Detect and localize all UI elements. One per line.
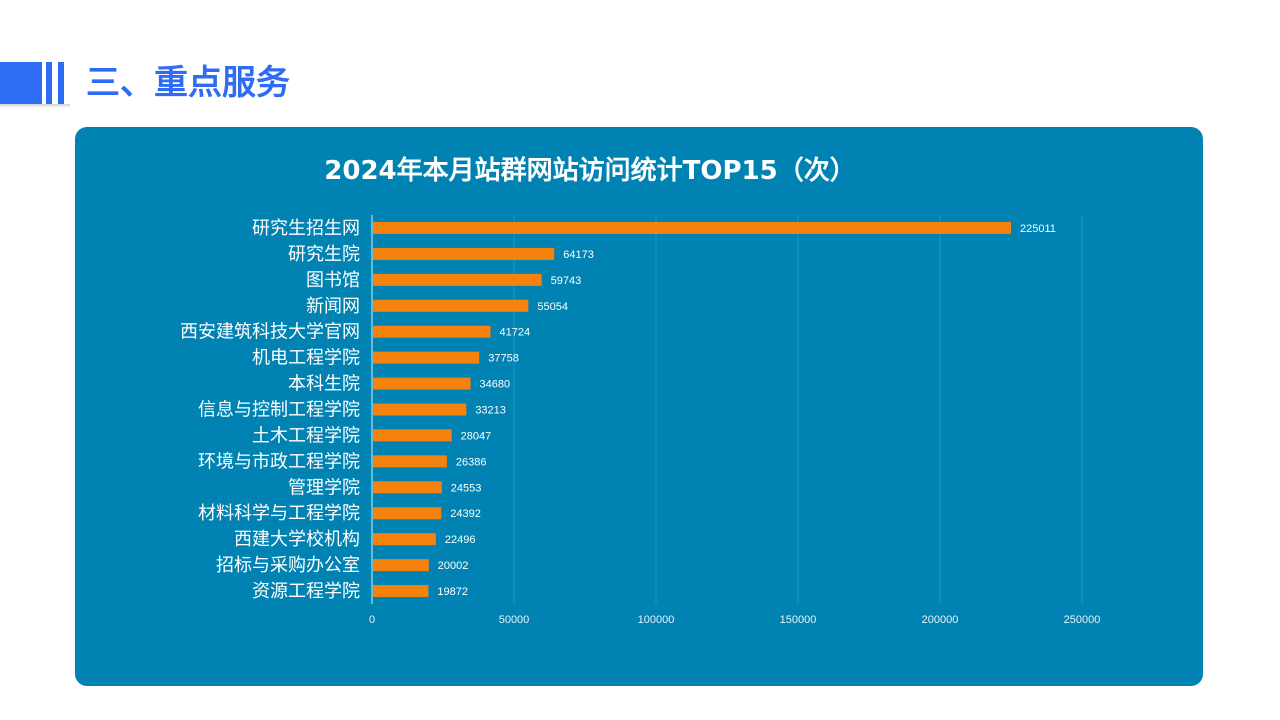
data-label: 20002 xyxy=(438,560,469,572)
chart-title: 2024年本月站群网站访问统计TOP15（次） xyxy=(324,156,856,186)
category-label: 环境与市政工程学院 xyxy=(198,451,360,472)
data-label: 19872 xyxy=(437,586,468,598)
x-tick-label: 50000 xyxy=(499,614,530,626)
category-label: 新闻网 xyxy=(306,296,360,317)
bar xyxy=(373,325,491,338)
bar xyxy=(373,351,480,364)
data-label: 64173 xyxy=(563,249,594,261)
data-label: 59743 xyxy=(551,275,582,287)
data-label: 225011 xyxy=(1020,223,1056,235)
data-label: 55054 xyxy=(537,301,568,313)
bar xyxy=(373,481,442,494)
data-label: 28047 xyxy=(461,430,492,442)
data-label: 37758 xyxy=(488,353,519,365)
category-label: 资源工程学院 xyxy=(252,581,360,602)
category-label: 图书馆 xyxy=(306,270,360,291)
x-tick-label: 0 xyxy=(369,614,375,626)
data-label: 24392 xyxy=(450,508,481,520)
bar xyxy=(373,455,447,468)
category-label: 管理学院 xyxy=(288,477,360,498)
bar xyxy=(373,585,429,598)
bar xyxy=(373,429,452,442)
bar xyxy=(373,559,429,572)
category-label: 西建大学校机构 xyxy=(234,529,360,550)
chart-panel xyxy=(75,127,1203,686)
category-label: 信息与控制工程学院 xyxy=(198,400,360,421)
x-tick-label: 200000 xyxy=(922,614,959,626)
data-label: 34680 xyxy=(479,379,510,391)
category-label: 本科生院 xyxy=(288,374,360,395)
heading-accent-bar xyxy=(0,62,70,108)
x-tick-label: 150000 xyxy=(780,614,817,626)
bar xyxy=(373,377,471,390)
page-title: 三、重点服务 xyxy=(86,63,290,103)
data-label: 24553 xyxy=(451,482,482,494)
bar xyxy=(373,403,467,416)
bar xyxy=(373,299,529,312)
data-label: 33213 xyxy=(475,405,506,417)
bar xyxy=(373,247,555,260)
bar xyxy=(373,221,1012,234)
category-label: 西安建筑科技大学官网 xyxy=(180,322,360,343)
data-label: 22496 xyxy=(445,534,476,546)
category-label: 机电工程学院 xyxy=(252,348,360,369)
bar xyxy=(373,533,436,546)
bar xyxy=(373,507,442,520)
bar xyxy=(373,273,542,286)
category-label: 研究生院 xyxy=(288,244,360,265)
x-tick-label: 250000 xyxy=(1064,614,1101,626)
data-label: 41724 xyxy=(499,327,530,339)
category-label: 材料科学与工程学院 xyxy=(198,503,360,524)
data-label: 26386 xyxy=(456,456,487,468)
category-label: 招标与采购办公室 xyxy=(216,555,360,576)
x-tick-label: 100000 xyxy=(638,614,675,626)
category-label: 土木工程学院 xyxy=(252,425,360,446)
category-label: 研究生招生网 xyxy=(252,218,360,239)
